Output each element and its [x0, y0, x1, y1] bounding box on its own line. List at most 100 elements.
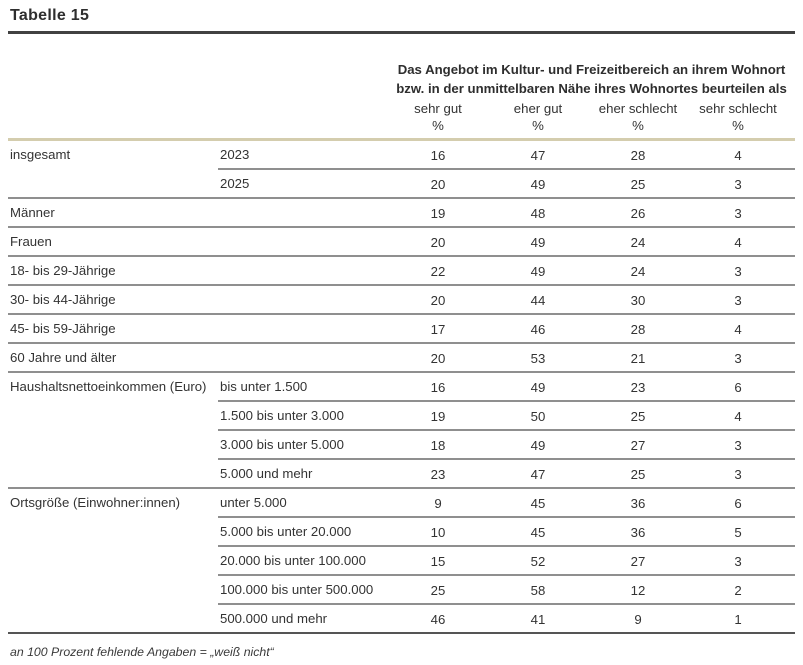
table-row: 1.500 bis unter 3.000 19 50 25 4	[8, 402, 795, 431]
value-eher-gut: 45	[530, 524, 546, 540]
value-sehr-schlecht: 3	[734, 292, 742, 308]
row-sub-label: 3.000 bis unter 5.000	[220, 436, 344, 452]
footnote: an 100 Prozent fehlende Angaben = „weiß …	[10, 645, 274, 659]
row-sub-label: bis unter 1.500	[220, 378, 308, 394]
value-eher-gut: 49	[530, 263, 546, 279]
value-sehr-gut: 25	[430, 582, 446, 598]
value-sehr-gut: 17	[430, 321, 446, 337]
row-group-label: Ortsgröße (Einwohner:innen)	[10, 494, 181, 510]
value-sehr-gut: 46	[430, 611, 446, 627]
value-eher-gut: 48	[530, 205, 546, 221]
value-sehr-schlecht: 4	[734, 408, 742, 424]
value-sehr-gut: 20	[430, 234, 446, 250]
question-line-2: bzw. in der unmittelbaren Nähe ihres Woh…	[396, 81, 787, 96]
value-eher-gut: 49	[530, 437, 546, 453]
table-row: 20.000 bis unter 100.000 15 52 27 3	[8, 547, 795, 576]
table-row: Haushaltsnettoeinkommen (Euro) bis unter…	[8, 373, 795, 402]
column-headers: sehr gut % eher gut % eher schlecht % se…	[8, 100, 795, 134]
value-sehr-gut: 20	[430, 176, 446, 192]
value-eher-schlecht: 28	[630, 147, 646, 163]
row-sub-label	[218, 242, 388, 244]
table-row: 60 Jahre und älter 20 53 21 3	[8, 344, 795, 373]
table-row: 30- bis 44-Jährige 20 44 30 3	[8, 286, 795, 315]
table-row: Frauen 20 49 24 4	[8, 228, 795, 257]
row-sub-label: 20.000 bis unter 100.000	[220, 552, 366, 568]
row-group-label	[8, 619, 218, 621]
row-sub-label	[218, 271, 388, 273]
value-sehr-schlecht: 3	[734, 466, 742, 482]
value-eher-gut: 49	[530, 234, 546, 250]
row-sub-label: 2025	[220, 175, 250, 191]
column-header-eher-schlecht: eher schlecht %	[588, 100, 688, 134]
value-sehr-schlecht: 1	[734, 611, 742, 627]
row-group-label: Haushaltsnettoeinkommen (Euro)	[10, 378, 207, 394]
row-group-label	[8, 445, 218, 447]
column-header-label: sehr schlecht	[699, 101, 777, 116]
column-header-sehr-schlecht: sehr schlecht %	[688, 100, 795, 134]
value-eher-schlecht: 9	[634, 611, 642, 627]
value-eher-schlecht: 21	[630, 350, 646, 366]
value-sehr-gut: 16	[430, 147, 446, 163]
value-eher-gut: 44	[530, 292, 546, 308]
column-header-label: eher gut	[513, 101, 563, 116]
value-sehr-gut: 23	[430, 466, 446, 482]
row-sub-label: 100.000 bis unter 500.000	[220, 581, 374, 597]
value-sehr-gut: 19	[430, 408, 446, 424]
value-eher-schlecht: 24	[630, 234, 646, 250]
value-eher-schlecht: 36	[630, 524, 646, 540]
table-row: insgesamt 2023 16 47 28 4	[8, 141, 795, 170]
value-sehr-schlecht: 3	[734, 205, 742, 221]
column-header-sehr-gut: sehr gut %	[388, 100, 488, 134]
value-eher-schlecht: 25	[630, 408, 646, 424]
value-sehr-schlecht: 4	[734, 234, 742, 250]
value-eher-gut: 41	[530, 611, 546, 627]
table-row: 5.000 und mehr 23 47 25 3	[8, 460, 795, 489]
value-eher-gut: 49	[530, 379, 546, 395]
table-row: 500.000 und mehr 46 41 9 1	[8, 605, 795, 634]
value-eher-gut: 53	[530, 350, 546, 366]
row-group-label: 60 Jahre und älter	[10, 349, 117, 365]
table-body: insgesamt 2023 16 47 28 4 2025 20 49 25 …	[8, 141, 795, 634]
value-eher-gut: 49	[530, 176, 546, 192]
row-group-label: Männer	[10, 204, 55, 220]
table-header: Das Angebot im Kultur- und Freizeitberei…	[8, 60, 795, 141]
value-sehr-schlecht: 3	[734, 176, 742, 192]
column-header-unit: %	[732, 118, 744, 133]
column-header-unit: %	[432, 118, 444, 133]
value-sehr-gut: 20	[430, 292, 446, 308]
value-sehr-gut: 9	[434, 495, 442, 511]
value-sehr-gut: 22	[430, 263, 446, 279]
table-row: 5.000 bis unter 20.000 10 45 36 5	[8, 518, 795, 547]
row-group-label	[8, 184, 218, 186]
value-sehr-gut: 10	[430, 524, 446, 540]
column-header-spacer	[218, 100, 388, 134]
question-line-1: Das Angebot im Kultur- und Freizeitberei…	[397, 62, 786, 77]
row-sub-label	[218, 329, 388, 331]
value-eher-schlecht: 25	[630, 176, 646, 192]
value-eher-gut: 50	[530, 408, 546, 424]
table-row: 100.000 bis unter 500.000 25 58 12 2	[8, 576, 795, 605]
column-header-unit: %	[532, 118, 544, 133]
row-group-label: insgesamt	[10, 146, 71, 162]
table-row: Ortsgröße (Einwohner:innen) unter 5.000 …	[8, 489, 795, 518]
row-group-label: 30- bis 44-Jährige	[10, 291, 116, 307]
value-sehr-schlecht: 6	[734, 379, 742, 395]
row-sub-label: 5.000 bis unter 20.000	[220, 523, 352, 539]
row-sub-label: 1.500 bis unter 3.000	[220, 407, 344, 423]
value-sehr-schlecht: 3	[734, 437, 742, 453]
value-eher-schlecht: 36	[630, 495, 646, 511]
value-sehr-schlecht: 4	[734, 321, 742, 337]
column-header-label: sehr gut	[414, 101, 462, 116]
row-group-label	[8, 561, 218, 563]
row-sub-label: 500.000 und mehr	[220, 610, 328, 626]
value-eher-schlecht: 25	[630, 466, 646, 482]
row-sub-label: unter 5.000	[220, 494, 287, 510]
row-group-label	[8, 532, 218, 534]
question-text: Das Angebot im Kultur- und Freizeitberei…	[388, 60, 795, 98]
column-header-label: eher schlecht	[598, 101, 678, 116]
value-eher-gut: 47	[530, 147, 546, 163]
value-eher-gut: 46	[530, 321, 546, 337]
value-sehr-gut: 18	[430, 437, 446, 453]
row-group-label	[8, 416, 218, 418]
